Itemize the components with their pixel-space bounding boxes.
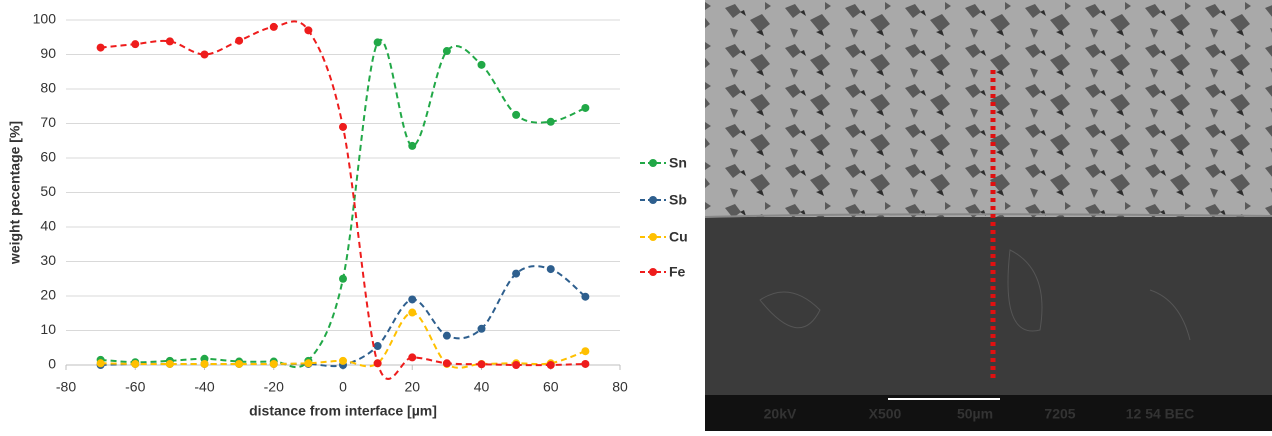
x-tick-label: -60 (125, 379, 145, 395)
data-point (374, 359, 382, 367)
data-point (339, 357, 347, 365)
data-point (166, 37, 174, 45)
data-point (97, 44, 105, 52)
data-point (547, 361, 555, 369)
data-point (304, 26, 312, 34)
data-point (131, 40, 139, 48)
y-tick-label: 80 (40, 80, 56, 96)
x-tick-label: 0 (339, 379, 347, 395)
y-tick-label: 70 (40, 114, 56, 130)
data-point (408, 309, 416, 317)
x-axis-label: distance from interface [µm] (249, 403, 437, 419)
data-point (478, 61, 486, 69)
y-tick-label: 100 (33, 11, 57, 27)
data-point (235, 37, 243, 45)
legend-marker (649, 268, 657, 276)
legend-marker (649, 159, 657, 167)
data-point (478, 360, 486, 368)
y-axis-label: weight pecentage [%] (7, 121, 23, 265)
data-point (512, 111, 520, 119)
data-point (581, 293, 589, 301)
data-point (512, 270, 520, 278)
sem-label: X500 (869, 406, 902, 422)
x-tick-label: -20 (264, 379, 284, 395)
data-point (304, 359, 312, 367)
data-point (581, 104, 589, 112)
legend-label: Fe (669, 264, 686, 280)
sem-label: 7205 (1044, 406, 1075, 422)
sem-label: 50µm (957, 406, 993, 422)
data-point (408, 142, 416, 150)
data-point (547, 265, 555, 273)
sem-label: 20kV (764, 406, 797, 422)
x-tick-label: -40 (194, 379, 214, 395)
data-point (443, 47, 451, 55)
y-tick-label: 10 (40, 321, 56, 337)
y-tick-label: 0 (48, 356, 56, 372)
x-tick-label: -80 (56, 379, 76, 395)
data-point (270, 360, 278, 368)
legend-label: Cu (669, 229, 688, 245)
legend-label: Sn (669, 155, 687, 171)
y-tick-label: 90 (40, 45, 56, 61)
data-point (201, 51, 209, 59)
legend-label: Sb (669, 192, 687, 208)
data-point (97, 359, 105, 367)
data-point (339, 275, 347, 283)
x-tick-label: 40 (474, 379, 490, 395)
data-point (408, 353, 416, 361)
data-point (443, 332, 451, 340)
y-tick-label: 50 (40, 183, 56, 199)
series-line (101, 21, 586, 379)
legend-marker (649, 233, 657, 241)
figure: 0 10 20 30 40 50 60 70 80 90 100 -80 -60 -40 -20 0 20 40 6… (0, 0, 1272, 431)
data-point (581, 347, 589, 355)
data-point (235, 360, 243, 368)
x-tick-label: 80 (612, 379, 628, 395)
sem-image (705, 0, 1272, 431)
x-tick-label: 20 (404, 379, 420, 395)
x-tick-label: 60 (543, 379, 559, 395)
y-tick-label: 60 (40, 149, 56, 165)
data-point (270, 23, 278, 31)
legend-marker (649, 196, 657, 204)
data-point (581, 360, 589, 368)
data-point (374, 342, 382, 350)
data-point (478, 325, 486, 333)
sem-label: 12 54 BEC (1126, 406, 1194, 422)
data-point (547, 118, 555, 126)
y-tick-label: 40 (40, 218, 56, 234)
coating (705, 0, 1272, 217)
y-tick-label: 20 (40, 287, 56, 303)
data-point (201, 360, 209, 368)
data-point (166, 360, 174, 368)
data-point (512, 361, 520, 369)
data-point (131, 360, 139, 368)
y-tick-label: 30 (40, 252, 56, 268)
data-point (408, 295, 416, 303)
data-point (374, 38, 382, 46)
data-point (339, 123, 347, 131)
data-point (443, 359, 451, 367)
